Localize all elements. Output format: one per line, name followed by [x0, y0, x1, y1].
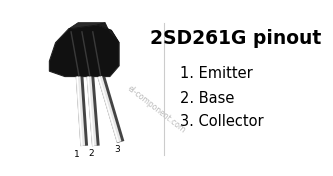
Text: 3: 3	[115, 145, 121, 154]
Text: 3. Collector: 3. Collector	[179, 114, 263, 129]
Text: 1. Emitter: 1. Emitter	[179, 66, 252, 81]
Text: 2: 2	[89, 149, 94, 158]
Text: el-component.com: el-component.com	[125, 84, 187, 135]
Text: 2SD261G pinout: 2SD261G pinout	[150, 29, 321, 48]
Polygon shape	[69, 23, 105, 29]
Text: 1: 1	[74, 150, 80, 159]
Text: 2. Base: 2. Base	[179, 91, 234, 106]
Polygon shape	[98, 23, 119, 43]
Polygon shape	[49, 25, 119, 77]
